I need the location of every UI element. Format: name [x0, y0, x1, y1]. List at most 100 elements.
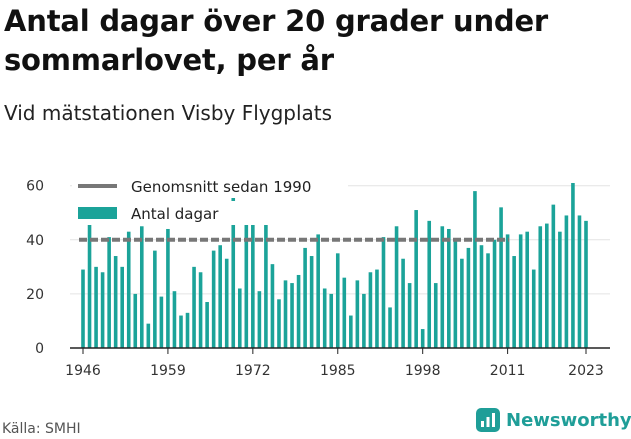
bar [447, 228, 451, 348]
bar [237, 288, 242, 348]
brand-logo: Newsworthy [476, 408, 631, 432]
bar [407, 283, 412, 348]
bar [179, 315, 183, 348]
bar [94, 266, 98, 348]
legend-label-bars: Antal dagar [131, 205, 219, 223]
bar [433, 283, 438, 348]
chart-subtitle: Vid mätstationen Visby Flygplats [4, 101, 333, 125]
bar [166, 228, 170, 348]
bar [577, 215, 582, 348]
source-note: Källa: SMHI [2, 421, 81, 437]
bar [192, 266, 196, 348]
bar [505, 234, 510, 348]
legend-label-average: Genomsnitt sedan 1990 [131, 178, 311, 196]
bar [420, 329, 425, 348]
bar [492, 239, 497, 348]
bar [264, 207, 268, 348]
bar [257, 291, 262, 348]
bar [100, 272, 105, 348]
bar [126, 231, 131, 348]
bar [335, 253, 340, 348]
bar-chart: 0 20 40 60 1946 1959 1972 1985 1998 2011 2023 Geno… [26, 174, 610, 379]
newsworthy-logo-icon [476, 408, 500, 432]
bar [172, 291, 177, 348]
bar [244, 210, 249, 348]
bar [224, 258, 229, 348]
bar [133, 293, 138, 348]
bar [270, 264, 275, 348]
bar [512, 256, 516, 348]
bar [486, 253, 490, 348]
x-tick-label: 1998 [405, 363, 441, 379]
bar [558, 231, 562, 348]
bar [159, 296, 164, 348]
bar [283, 280, 288, 348]
bar [571, 182, 575, 348]
bar [107, 237, 111, 348]
bar [518, 234, 523, 348]
bar [81, 269, 85, 348]
x-tick-label: 1946 [65, 363, 101, 379]
bar [525, 231, 530, 348]
bar [440, 226, 445, 348]
axes: 0 20 40 60 1946 1959 1972 1985 1998 2011 2023 [26, 179, 610, 379]
x-tick-label: 1985 [320, 363, 356, 379]
y-tick-label: 40 [26, 233, 44, 249]
brand-name: Newsworthy [506, 409, 631, 431]
bar [113, 256, 118, 348]
y-tick-label: 20 [26, 287, 44, 303]
bar [153, 250, 157, 348]
bar [362, 293, 366, 348]
bar [499, 207, 503, 348]
bar [564, 215, 569, 348]
bar [545, 223, 549, 348]
bar [146, 323, 151, 348]
bar [205, 302, 209, 348]
x-tick-label: 1972 [235, 363, 271, 379]
bar [388, 307, 392, 348]
bar [218, 245, 222, 348]
bar [277, 299, 281, 348]
bar [139, 226, 144, 348]
legend-swatch-bars [78, 207, 117, 219]
bar [342, 277, 347, 348]
bar [211, 250, 216, 348]
x-tick-label: 2011 [490, 363, 526, 379]
bar [381, 237, 386, 348]
bar [460, 258, 464, 348]
legend-background [72, 174, 348, 198]
bar [453, 239, 458, 348]
bar [531, 269, 536, 348]
bar [551, 204, 556, 348]
bar [394, 226, 399, 348]
bar [368, 272, 373, 348]
bar [251, 218, 255, 348]
bar [231, 193, 236, 348]
bar [479, 245, 484, 348]
y-tick-label: 60 [26, 179, 44, 195]
bar [427, 220, 432, 348]
bar [466, 247, 471, 348]
bar [309, 256, 314, 348]
bar [538, 226, 543, 348]
bar [401, 258, 405, 348]
bar [120, 266, 124, 348]
bar [322, 288, 327, 348]
bar [290, 283, 294, 348]
legend: Genomsnitt sedan 1990 Antal dagar [72, 174, 348, 225]
bar [316, 234, 320, 348]
bar [87, 215, 92, 348]
bar [296, 274, 301, 348]
y-tick-label: 0 [35, 341, 44, 357]
bar [303, 247, 307, 348]
bar [414, 210, 418, 348]
bar [349, 315, 353, 348]
bar [473, 191, 477, 348]
bar [584, 220, 588, 348]
bar [185, 312, 190, 348]
chart-title: Antal dagar över 20 grader under sommarl… [4, 4, 549, 77]
bar-series [81, 182, 588, 348]
x-tick-label: 2023 [568, 363, 604, 379]
x-tick-label: 1959 [150, 363, 186, 379]
bar [355, 280, 360, 348]
